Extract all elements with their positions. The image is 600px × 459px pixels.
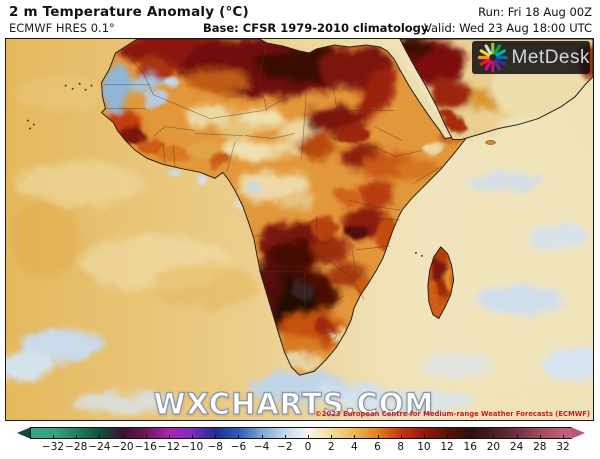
colorbar-tick: [516, 435, 518, 438]
run-time-label: Run: Fri 18 Aug 00Z: [478, 5, 592, 19]
colorbar-tick: [122, 435, 124, 438]
colorbar-tick-label: 32: [556, 441, 570, 453]
colorbar-tick: [53, 435, 54, 438]
colorbar-tick: [307, 435, 309, 438]
colorbar-tick-label: −12: [157, 441, 180, 453]
temperature-colorbar: −32 −28 −24 −20 −16 −12 −10 −8 −6 −4 −2 0 2 4 6 8 10 12 16…: [0, 424, 600, 459]
colorbar-tick: [493, 435, 495, 438]
page-title: 2 m Temperature Anomaly (°C): [9, 4, 249, 20]
colorbar-tick-label: 16: [463, 441, 477, 453]
colorbar-tick: [168, 435, 170, 438]
colorbar-tick-label: −2: [277, 441, 293, 453]
colorbar-tick: [423, 435, 425, 438]
colorbar-tick-label: 20: [486, 441, 501, 453]
metdesk-logo-text: MetDesk: [511, 46, 590, 68]
colorbar-tick: [470, 435, 472, 438]
colorbar-gradient: [30, 427, 572, 439]
colorbar-tick-label: −4: [253, 441, 270, 453]
wxcharts-watermark: WXCHARTS.COM: [153, 386, 435, 421]
colorbar-tick: [238, 435, 240, 438]
colorbar-tick-label: 4: [350, 441, 358, 453]
colorbar-tick-label: 0: [304, 441, 312, 453]
colorbar-tick-label: −32: [41, 441, 65, 453]
colorbar-tick-label: −10: [180, 441, 204, 453]
country-borders: [103, 42, 442, 340]
colorbar-tick: [284, 435, 286, 438]
colorbar-right-arrow: [571, 427, 585, 439]
colorbar-tick: [331, 435, 333, 438]
colorbar-tick: [192, 435, 194, 438]
colorbar-tick-label: 10: [417, 441, 431, 453]
colorbar-tick: [539, 435, 541, 438]
colorbar-tick-label: 6: [374, 441, 381, 453]
colorbar-tick-label: 24: [509, 441, 524, 453]
colorbar-tick-label: −16: [134, 441, 157, 453]
colorbar-tick-label: −8: [207, 441, 223, 453]
colorbar-tick: [562, 435, 564, 438]
colorbar-tick-label: −24: [88, 441, 111, 453]
climatology-label: Base: CFSR 1979-2010 climatology: [203, 21, 429, 35]
colorbar-left-arrow: [17, 427, 31, 439]
pinwheel-star-icon: [477, 42, 508, 73]
colorbar-tick-label: −20: [111, 441, 134, 453]
colorbar-tick: [447, 435, 449, 438]
colorbar-tick-label: 28: [533, 441, 547, 453]
colorbar-tick-label: −6: [230, 441, 247, 453]
islands: [26, 82, 496, 257]
colorbar-tick: [215, 435, 217, 438]
colorbar-tick: [76, 435, 78, 438]
colorbar-tick: [400, 435, 402, 438]
colorbar-tick: [377, 435, 379, 438]
red-sea: [387, 47, 450, 142]
colorbar-tick: [145, 435, 147, 438]
model-label: ECMWF HRES 0.1°: [9, 21, 115, 35]
colorbar-tick-label: 12: [440, 441, 454, 453]
africa-temperature-map: [6, 39, 593, 420]
colorbar-tick: [261, 435, 263, 438]
map-panel: MetDesk WXCHARTS.COM ©2023 European Cent…: [5, 38, 594, 422]
colorbar-tick: [354, 435, 356, 438]
copyright-notice: ©2023 European Centre for Medium-range W…: [314, 410, 590, 418]
madagascar-landmass: [427, 246, 455, 320]
colorbar-tick-label: 8: [397, 441, 405, 453]
colorbar-tick-label: −28: [65, 441, 88, 453]
metdesk-logo: MetDesk: [472, 41, 590, 74]
valid-time-label: Valid: Wed 23 Aug 18:00 UTC: [424, 21, 592, 35]
colorbar-tick-label: 2: [327, 441, 335, 453]
colorbar-tick: [99, 435, 101, 438]
